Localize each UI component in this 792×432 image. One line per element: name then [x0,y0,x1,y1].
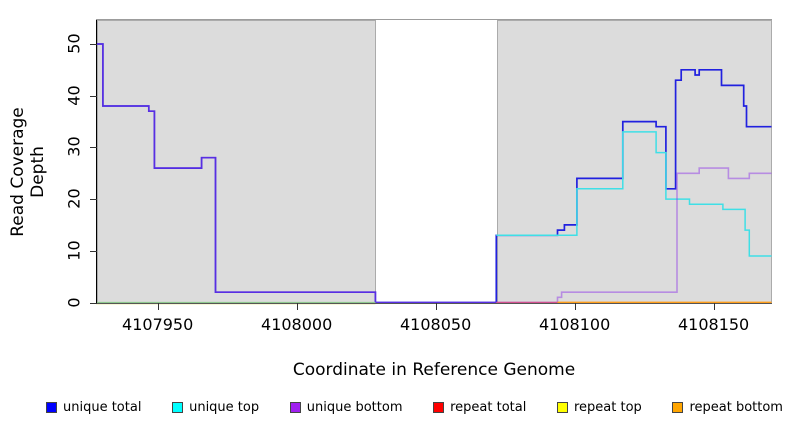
x-tick [435,303,437,310]
x-tick [574,303,576,310]
x-axis-line [96,303,772,304]
x-tick [296,303,298,310]
y-axis-line [96,20,97,303]
legend-swatch [557,402,568,413]
series-unique-bottom-line [96,43,772,304]
y-tick-label: 40 [64,85,84,106]
series-unique-total-line [96,43,772,304]
series-unique-top-line [496,131,772,257]
legend-swatch [289,402,301,413]
y-tick [90,95,97,97]
y-axis-title: Read Coverage Depth [8,107,48,237]
legend-label: unique top [189,400,260,415]
legend-label: repeat top [574,400,642,415]
legend: unique total unique top unique bottom repea… [46,400,783,415]
legend-label: repeat bottom [689,400,783,415]
shaded-region [496,20,772,303]
legend-label: unique total [63,400,142,415]
legend-item-repeat-total: repeat total [433,400,526,415]
x-tick-label: 4108150 [677,315,750,334]
legend-item-unique-total: unique total [46,400,141,415]
x-tick-label: 4108000 [261,315,333,334]
x-tick-label: 4107950 [122,315,194,334]
y-tick [90,250,97,252]
y-tick-label: 50 [64,33,84,54]
y-tick-label: 30 [64,136,84,158]
gap-top-border [96,19,772,20]
legend-label: unique bottom [306,400,403,415]
y-tick-label: 0 [64,296,84,308]
legend-swatch [433,402,445,413]
legend-swatch [46,402,57,413]
legend-item-unique-bottom: unique bottom [289,400,403,415]
x-tick-label: 4108100 [538,315,611,334]
legend-item-repeat-top: repeat top [557,400,642,415]
legend-swatch [672,402,684,413]
x-tick [157,303,159,310]
x-axis-title: Coordinate in Reference Genome [292,360,576,380]
y-tick-label: 10 [64,240,84,261]
legend-swatch [172,402,184,413]
legend-item-unique-top: unique top [172,400,259,415]
y-tick-label: 20 [64,188,84,209]
legend-item-repeat-bottom: repeat bottom [672,400,783,415]
y-tick [90,147,97,149]
y-tick [90,44,97,45]
shaded-region [96,20,376,303]
legend-label: repeat total [450,400,527,415]
plot-lines [96,43,772,305]
x-tick [713,303,715,310]
y-tick [90,199,97,201]
y-tick [90,302,97,304]
x-tick-label: 4108050 [399,315,472,334]
